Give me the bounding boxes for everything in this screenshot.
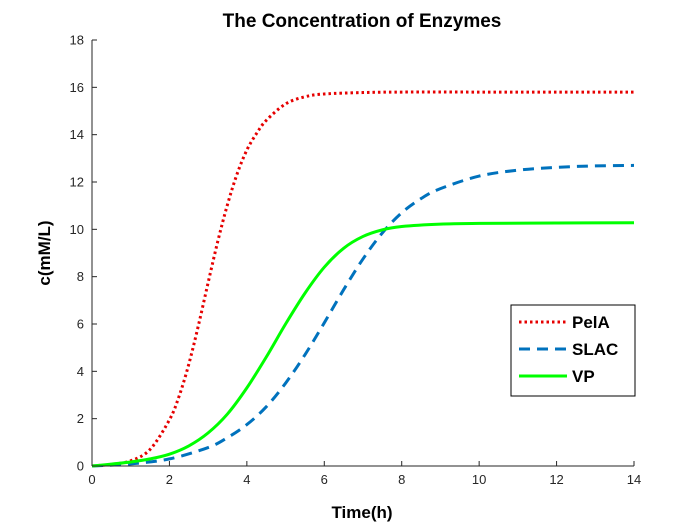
y-tick-label: 12 xyxy=(70,175,84,190)
x-tick-label: 8 xyxy=(398,472,405,487)
plot-lines xyxy=(91,90,635,468)
x-tick-label: 10 xyxy=(472,472,486,487)
series-line-vp xyxy=(91,221,635,468)
x-tick-label: 0 xyxy=(88,472,95,487)
x-tick-label: 2 xyxy=(166,472,173,487)
y-tick-label: 10 xyxy=(70,222,84,237)
y-axis-label: c(mM/L) xyxy=(35,220,54,285)
legend-label-pela: PelA xyxy=(572,313,610,332)
chart-title: The Concentration of Enzymes xyxy=(223,11,502,32)
x-tick-label: 4 xyxy=(243,472,250,487)
y-tick-label: 8 xyxy=(77,269,84,284)
y-tick-label: 14 xyxy=(70,127,84,142)
legend-label-vp: VP xyxy=(572,367,595,386)
y-tick-label: 18 xyxy=(70,33,84,48)
legend: PelA SLAC VP xyxy=(510,304,636,397)
x-tick-label: 6 xyxy=(321,472,328,487)
legend-label-slac: SLAC xyxy=(572,340,618,359)
y-tick-label: 4 xyxy=(77,364,84,379)
x-axis-label: Time(h) xyxy=(331,503,392,522)
y-tick-label: 0 xyxy=(77,459,84,474)
y-tick-label: 6 xyxy=(77,317,84,332)
series-line-slac xyxy=(91,163,635,468)
axes: 0 2 4 6 8 10 12 14 0 2 4 6 8 10 12 14 16 18 xyxy=(70,33,642,488)
y-tick-label: 16 xyxy=(70,80,84,95)
y-tick-label: 2 xyxy=(77,411,84,426)
legend-box xyxy=(510,304,636,397)
x-tick-label: 14 xyxy=(627,472,641,487)
series-line-pela xyxy=(91,90,634,468)
x-tick-label: 12 xyxy=(549,472,563,487)
